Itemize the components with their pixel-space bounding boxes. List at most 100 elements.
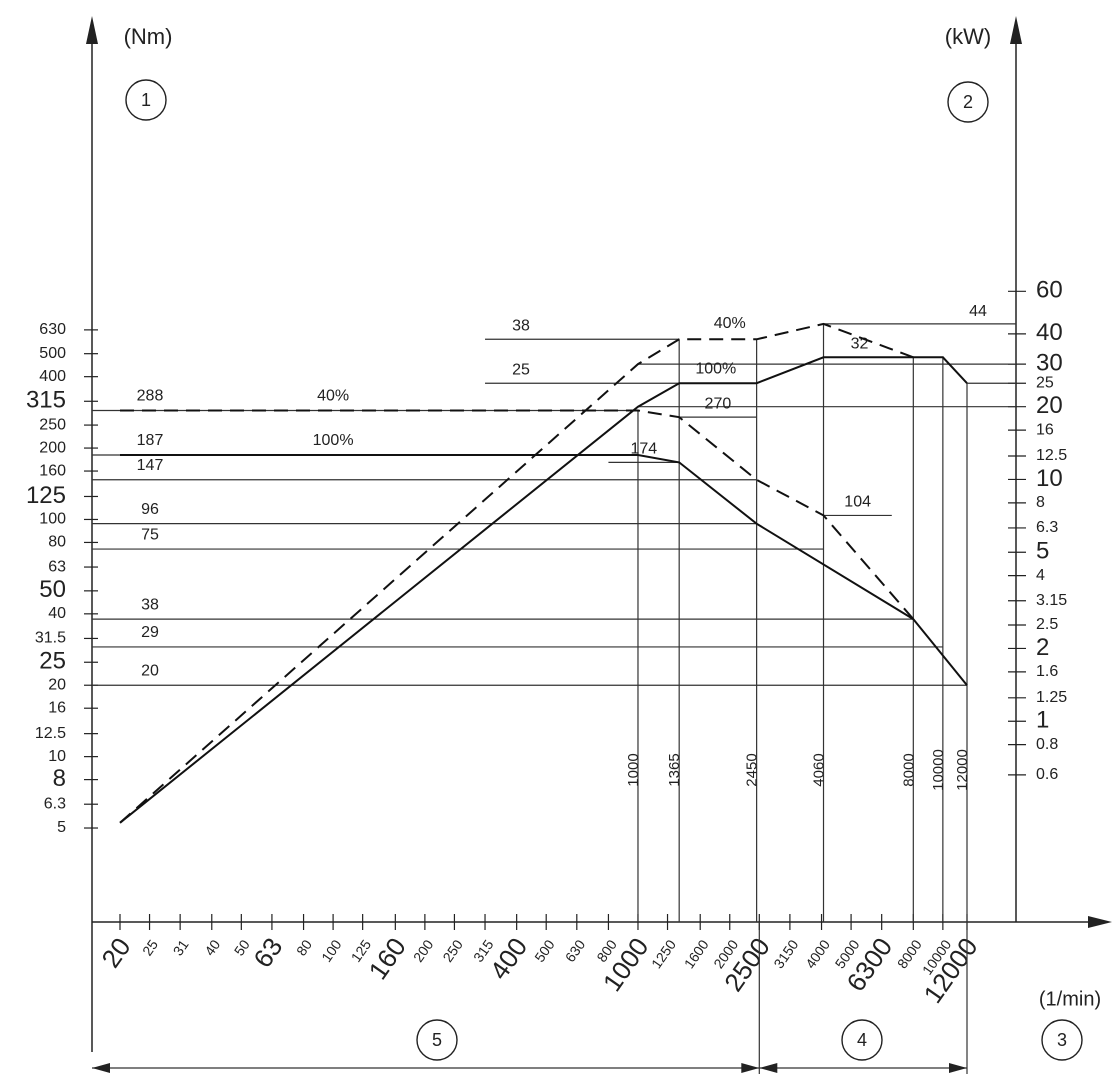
left-tick-label: 400 [39, 368, 66, 385]
right-tick-label: 25 [1036, 374, 1054, 391]
x-tick-label: 400 [484, 932, 533, 985]
marker-circle [125, 79, 167, 121]
left-axis-unit: (Nm) [124, 24, 173, 49]
marker-label: 4 [857, 1030, 867, 1050]
torque-level-label: 29 [141, 624, 159, 641]
torque-curve-solid [120, 454, 968, 686]
torque-level-label: 187 [137, 432, 164, 449]
right-tick-label: 1 [1036, 707, 1049, 734]
marker-label: 1 [141, 90, 151, 110]
x-tick-label: 1250 [648, 937, 679, 972]
x-tick-label: 31 [170, 936, 192, 958]
series-label: 40% [714, 315, 746, 332]
right-tick-label: 60 [1036, 277, 1063, 304]
range-arrowhead [92, 1063, 110, 1073]
left-tick-label: 40 [48, 605, 66, 622]
left-tick-label: 25 [39, 648, 66, 675]
left-tick-label: 100 [39, 511, 66, 528]
x-tick-label: 80 [293, 936, 315, 958]
reference-speed-label: 10000 [930, 749, 947, 791]
torque-level-label: 20 [141, 662, 159, 679]
left-axis-arrowhead [86, 16, 98, 44]
range-arrowhead [949, 1063, 967, 1073]
marker-label: 2 [963, 92, 973, 112]
reference-speed-label: 4060 [810, 753, 827, 786]
power-callout-label: 25 [512, 361, 530, 378]
reference-speed-label: 2450 [744, 753, 761, 786]
left-tick-label: 200 [39, 439, 66, 456]
right-tick-label: 2 [1036, 634, 1049, 661]
right-tick-label: 12.5 [1036, 447, 1067, 464]
left-tick-label: 160 [39, 462, 66, 479]
series-label: 40% [317, 388, 349, 405]
power-level-label: 44 [969, 303, 987, 320]
power-callout-label: 38 [512, 317, 530, 334]
x-tick-label: 200 [410, 936, 437, 964]
right-tick-label: 3.15 [1036, 592, 1067, 609]
x-axis-arrowhead [1088, 916, 1112, 928]
torque-level-label: 96 [141, 501, 159, 518]
torque-level-label: 288 [137, 388, 164, 405]
range-arrowhead [759, 1063, 778, 1073]
reference-speed-label: 1365 [666, 753, 683, 786]
left-tick-label: 31.5 [35, 630, 66, 647]
torque-level-label: 38 [141, 596, 159, 613]
torque-callout-label: 270 [705, 395, 732, 412]
x-tick-label: 63 [247, 932, 288, 973]
right-tick-label: 1.6 [1036, 663, 1058, 680]
x-axis-unit: (1/min) [1039, 988, 1101, 1010]
torque-level-label: 147 [137, 457, 164, 474]
left-tick-label: 315 [26, 387, 66, 414]
x-tick-label: 1600 [681, 937, 712, 972]
left-tick-label: 80 [48, 534, 66, 551]
right-axis-unit: (kW) [945, 24, 991, 49]
left-tick-label: 125 [26, 482, 66, 509]
right-tick-label: 0.8 [1036, 736, 1058, 753]
left-tick-label: 10 [48, 748, 66, 765]
left-tick-label: 5 [57, 819, 66, 836]
left-tick-label: 50 [39, 576, 66, 603]
x-tick-label: 25 [139, 936, 161, 958]
right-tick-label: 40 [1036, 319, 1063, 346]
series-label: 100% [313, 432, 354, 449]
range-arrowhead [741, 1063, 760, 1073]
x-tick-label: 40 [201, 936, 223, 958]
right-tick-label: 5 [1036, 538, 1049, 565]
right-tick-label: 30 [1036, 349, 1063, 376]
left-tick-label: 250 [39, 416, 66, 433]
marker-label: 3 [1057, 1030, 1067, 1050]
right-tick-label: 2.5 [1036, 616, 1058, 633]
marker-circle [416, 1019, 458, 1061]
x-tick-label: 250 [439, 936, 466, 964]
marker-label: 5 [432, 1030, 442, 1050]
x-tick-label: 3150 [770, 937, 801, 972]
reference-speed-label: 1000 [625, 753, 642, 786]
left-tick-label: 20 [48, 676, 66, 693]
torque-curve-dashed [120, 409, 915, 620]
left-tick-label: 8 [53, 765, 66, 792]
x-tick-label: 100 [318, 936, 345, 964]
marker-circle [1041, 1019, 1083, 1061]
marker-circle [841, 1019, 883, 1061]
marker-circle [947, 81, 989, 123]
left-tick-label: 16 [48, 699, 66, 716]
left-tick-label: 6.3 [44, 795, 66, 812]
series-label: 100% [695, 360, 736, 377]
right-tick-label: 0.6 [1036, 766, 1058, 783]
reference-speed-label: 12000 [954, 749, 971, 791]
power-curve-solid [119, 356, 968, 824]
left-tick-label: 63 [48, 558, 66, 575]
torque-callout-label: 174 [630, 441, 657, 458]
left-tick-label: 500 [39, 345, 66, 362]
x-tick-label: 630 [562, 936, 589, 964]
right-tick-label: 6.3 [1036, 519, 1058, 536]
power-curve-dashed [119, 322, 914, 824]
right-tick-label: 20 [1036, 392, 1063, 419]
torque-level-label: 75 [141, 526, 159, 543]
right-tick-label: 8 [1036, 494, 1045, 511]
left-tick-label: 12.5 [35, 725, 66, 742]
x-tick-label: 500 [531, 936, 558, 964]
reference-speed-label: 8000 [900, 753, 917, 786]
